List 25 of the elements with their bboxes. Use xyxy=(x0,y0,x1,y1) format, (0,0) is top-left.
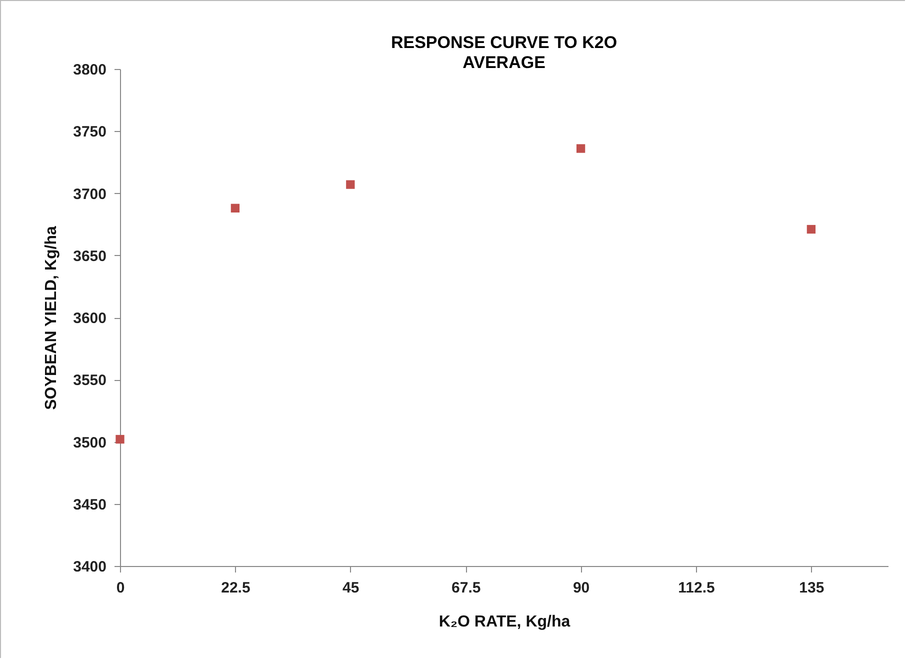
y-tick-label: 3750 xyxy=(73,124,106,141)
x-axis-title: K₂O RATE, Kg/ha xyxy=(438,614,570,630)
y-axis-title: SOYBEAN YIELD, Kg/ha xyxy=(43,226,60,410)
point xyxy=(806,224,816,234)
x-tick-label: 67.5 xyxy=(452,580,481,596)
y-tick-label: 3400 xyxy=(73,558,106,576)
y-tick-label: 3500 xyxy=(73,434,106,452)
y-tick-label: 3650 xyxy=(73,248,106,265)
point xyxy=(116,434,124,444)
y-tick-label: 3550 xyxy=(73,372,106,390)
point xyxy=(576,144,586,153)
chart-subtitle: AVERAGE xyxy=(462,53,546,72)
x-tick-label: 90 xyxy=(572,580,590,596)
point xyxy=(346,180,355,189)
x-tick-label: 112.5 xyxy=(678,580,715,596)
y-tick-label: 3450 xyxy=(73,496,106,514)
x-tick-label: 22.5 xyxy=(221,580,250,596)
y-tick-label: 3700 xyxy=(73,186,106,203)
y-tick-label: 3800 xyxy=(73,62,106,78)
x-tick-label: 45 xyxy=(342,580,360,596)
x-tick-label: 0 xyxy=(116,580,125,596)
x-tick-label: 135 xyxy=(799,580,824,596)
point xyxy=(230,204,240,212)
chart-title: RESPONSE CURVE TO K2O xyxy=(390,33,618,52)
y-tick-label: 3600 xyxy=(73,310,106,327)
